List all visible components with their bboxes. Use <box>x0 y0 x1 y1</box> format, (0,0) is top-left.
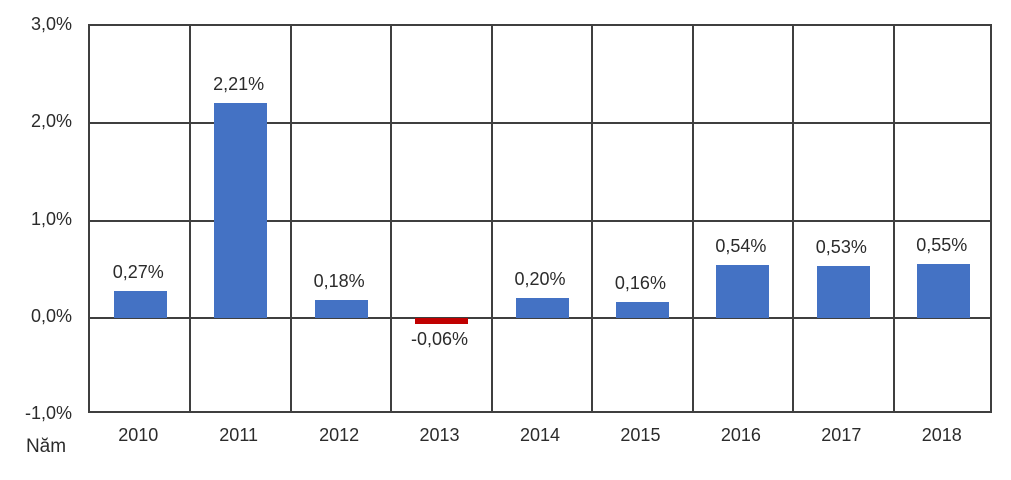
category-separator-7 <box>792 26 795 411</box>
category-separator-3 <box>390 26 393 411</box>
bar-value-label-2017: 0,53% <box>815 237 867 258</box>
category-separator-5 <box>591 26 594 411</box>
bar-value-label-2015: 0,16% <box>614 273 666 294</box>
bar-2013 <box>415 317 469 324</box>
gridline-1,0% <box>90 219 990 222</box>
x-tick-label-2012: 2012 <box>319 425 360 445</box>
gridline-2,0% <box>90 122 990 125</box>
plot-area <box>88 24 992 413</box>
bar-2016 <box>716 265 770 318</box>
bar-value-label-2011: 2,21% <box>213 73 265 94</box>
y-tick-label-0,0%: 0,0% <box>30 305 72 326</box>
x-tick-label-2015: 2015 <box>620 425 661 445</box>
bar-2012 <box>314 300 368 318</box>
gridline-0,0% <box>90 316 990 319</box>
y-tick-label--1,0%: -1,0% <box>24 403 72 423</box>
bar-2014 <box>515 298 569 318</box>
category-separator-6 <box>691 26 694 411</box>
bar-value-label-2014: 0,20% <box>514 269 566 290</box>
x-tick-label-2013: 2013 <box>419 425 460 445</box>
category-separator-2 <box>289 26 292 411</box>
x-tick-label-2010: 2010 <box>118 425 159 445</box>
category-separator-4 <box>490 26 493 411</box>
x-axis-title: Năm <box>25 436 67 457</box>
bar-value-label-2016: 0,54% <box>715 236 767 257</box>
bar-2017 <box>816 266 870 318</box>
x-tick-label-2011: 2011 <box>219 425 259 445</box>
y-tick-label-2,0%: 2,0% <box>30 111 72 132</box>
bar-2018 <box>917 264 971 318</box>
bar-2010 <box>113 291 167 318</box>
bar-value-label-2012: 0,18% <box>313 271 365 292</box>
category-separator-8 <box>892 26 895 411</box>
x-tick-label-2014: 2014 <box>519 425 560 445</box>
bar-value-label-2018: 0,55% <box>916 235 968 256</box>
category-separator-1 <box>189 26 192 411</box>
y-tick-label-3,0%: 3,0% <box>30 14 72 34</box>
y-tick-label-1,0%: 1,0% <box>30 208 72 229</box>
bar-2015 <box>615 302 669 318</box>
bar-2011 <box>214 102 268 318</box>
x-tick-label-2018: 2018 <box>921 425 962 445</box>
bar-value-label-2010: 0,27% <box>112 262 164 283</box>
x-tick-label-2017: 2017 <box>821 425 862 445</box>
bar-value-label-2013: -0,06% <box>411 328 469 349</box>
x-tick-label-2016: 2016 <box>720 425 761 445</box>
